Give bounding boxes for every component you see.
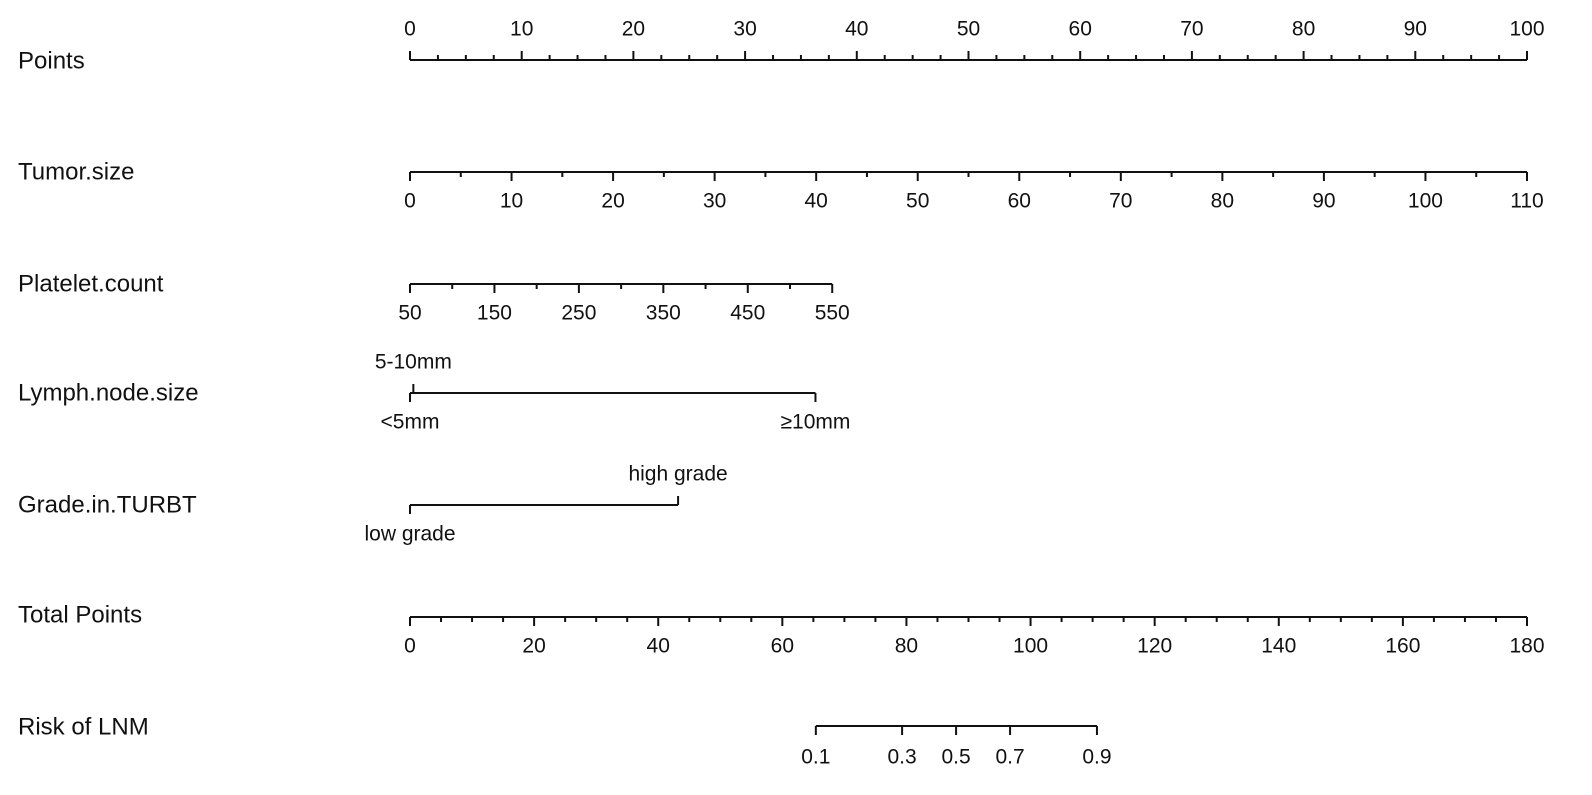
tick-label: 40 bbox=[647, 635, 670, 658]
tick-label: 160 bbox=[1385, 635, 1420, 658]
tick-label: 80 bbox=[895, 635, 918, 658]
tick-label: 40 bbox=[805, 190, 828, 213]
tick-label: 180 bbox=[1509, 635, 1544, 658]
tick-label: 0 bbox=[404, 190, 416, 213]
level-label: high grade bbox=[628, 463, 727, 486]
tick-label: 50 bbox=[957, 18, 980, 41]
tick-label: 60 bbox=[1008, 190, 1031, 213]
row-label: Platelet.count bbox=[18, 270, 164, 297]
tick-label: 90 bbox=[1404, 18, 1427, 41]
level-label: <5mm bbox=[381, 411, 440, 434]
tick-label: 80 bbox=[1292, 18, 1315, 41]
tick-label: 20 bbox=[601, 190, 624, 213]
tick-label: 30 bbox=[703, 190, 726, 213]
tick-label: 0.7 bbox=[995, 746, 1024, 769]
tick-label: 0.9 bbox=[1082, 746, 1111, 769]
tick-label: 40 bbox=[845, 18, 868, 41]
tick-label: 50 bbox=[906, 190, 929, 213]
tick-label: 10 bbox=[510, 18, 533, 41]
row-label: Grade.in.TURBT bbox=[18, 491, 197, 518]
tick-label: 20 bbox=[522, 635, 545, 658]
level-label: low grade bbox=[364, 523, 455, 546]
tick-label: 10 bbox=[500, 190, 523, 213]
tick-label: 60 bbox=[1069, 18, 1092, 41]
tick-label: 450 bbox=[730, 302, 765, 325]
row-label: Total Points bbox=[18, 601, 142, 628]
tick-label: 20 bbox=[622, 18, 645, 41]
level-label: 5-10mm bbox=[375, 351, 452, 374]
tick-label: 0.5 bbox=[941, 746, 970, 769]
tick-label: 50 bbox=[398, 302, 421, 325]
tick-label: 110 bbox=[1510, 190, 1543, 213]
row-label: Risk of LNM bbox=[18, 713, 149, 740]
tick-label: 150 bbox=[477, 302, 512, 325]
tick-label: 0.1 bbox=[801, 746, 830, 769]
tick-label: 0 bbox=[404, 18, 416, 41]
tick-label: 100 bbox=[1408, 190, 1443, 213]
tick-label: 350 bbox=[646, 302, 681, 325]
tick-label: 70 bbox=[1109, 190, 1132, 213]
tick-label: 70 bbox=[1180, 18, 1203, 41]
tick-label: 60 bbox=[771, 635, 794, 658]
row-label: Lymph.node.size bbox=[18, 379, 199, 406]
tick-label: 100 bbox=[1509, 18, 1544, 41]
tick-label: 0 bbox=[404, 635, 416, 658]
level-label: ≥10mm bbox=[781, 411, 851, 434]
tick-label: 550 bbox=[815, 302, 850, 325]
tick-label: 120 bbox=[1137, 635, 1172, 658]
tick-label: 80 bbox=[1211, 190, 1234, 213]
row-label: Points bbox=[18, 47, 85, 74]
tick-label: 90 bbox=[1312, 190, 1335, 213]
tick-label: 0.3 bbox=[887, 746, 916, 769]
tick-label: 30 bbox=[733, 18, 756, 41]
tick-label: 140 bbox=[1261, 635, 1296, 658]
row-label: Tumor.size bbox=[18, 158, 134, 185]
tick-label: 100 bbox=[1013, 635, 1048, 658]
tick-label: 250 bbox=[561, 302, 596, 325]
